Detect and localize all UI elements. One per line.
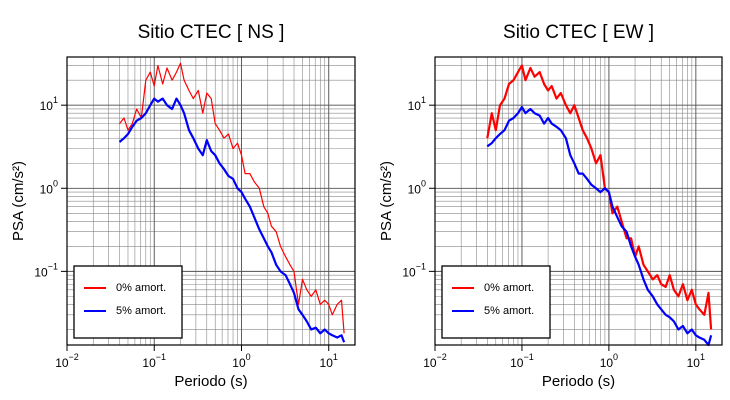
plot-frame bbox=[66, 56, 356, 346]
series-line bbox=[118, 97, 346, 343]
chart-title: Sitio CTEC [ NS ] bbox=[138, 22, 285, 43]
legend-label: 0% amort. bbox=[116, 282, 166, 294]
plot-frame bbox=[434, 56, 723, 346]
y-tick-label: 101 bbox=[40, 96, 58, 114]
y-tick-label: 101 bbox=[408, 96, 426, 114]
x-tick-label: 100 bbox=[600, 352, 618, 370]
y-axis-label: PSA (cm/s²) bbox=[10, 161, 27, 241]
x-tick-label: 101 bbox=[687, 352, 705, 370]
x-axis-label: Periodo (s) bbox=[174, 373, 247, 390]
series-line bbox=[486, 105, 713, 347]
x-tick-label: 10−1 bbox=[510, 352, 534, 370]
legend-label: 5% amort. bbox=[484, 305, 534, 317]
legend-box bbox=[73, 265, 183, 339]
legend-label: 5% amort. bbox=[116, 305, 166, 317]
chart-title: Sitio CTEC [ EW ] bbox=[503, 22, 654, 43]
x-tick-label: 100 bbox=[232, 352, 250, 370]
x-tick-label: 10−1 bbox=[142, 352, 166, 370]
x-tick-label: 10−2 bbox=[55, 352, 79, 370]
legend-label: 0% amort. bbox=[484, 282, 534, 294]
series-line bbox=[119, 62, 345, 334]
y-tick-label: 10−1 bbox=[34, 262, 58, 280]
series-line bbox=[486, 64, 713, 330]
x-tick-label: 101 bbox=[320, 352, 338, 370]
y-tick-label: 10−1 bbox=[402, 262, 426, 280]
x-tick-label: 10−2 bbox=[423, 352, 447, 370]
x-axis-label: Periodo (s) bbox=[542, 373, 615, 390]
y-tick-label: 100 bbox=[408, 179, 426, 197]
legend-box bbox=[441, 265, 551, 339]
y-tick-label: 100 bbox=[40, 179, 58, 197]
y-axis-label: PSA (cm/s²) bbox=[378, 161, 395, 241]
